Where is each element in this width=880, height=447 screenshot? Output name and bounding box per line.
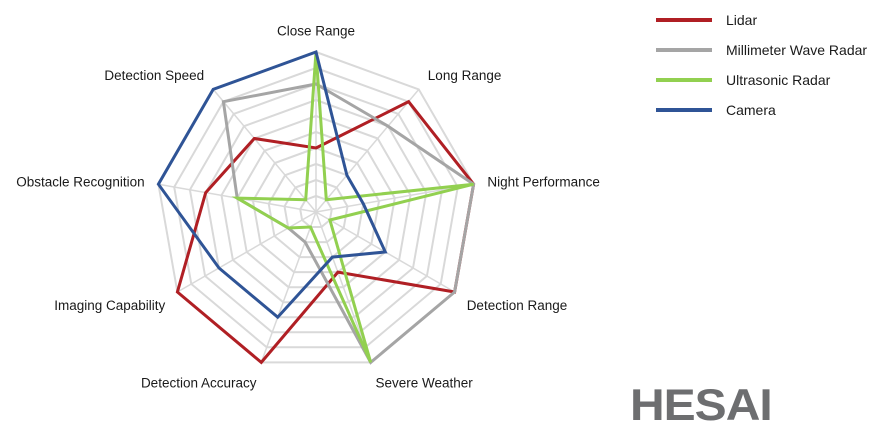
grid-ring-6: [220, 114, 412, 304]
grid-spoke-4: [315, 211, 372, 363]
axis-labels: Close Range Long Range Night Performance De…: [16, 23, 600, 390]
axis-label-detection-range: Detection Range: [467, 298, 568, 313]
grid-ring-1: [299, 194, 333, 228]
grid-spoke-8: [212, 88, 317, 213]
grid-spoke-5: [260, 211, 317, 363]
axis-label-long-range: Long Range: [428, 68, 502, 83]
axis-label-imaging-capability: Imaging Capability: [54, 298, 165, 313]
radar-chart: Close Range Long Range Night Performance De…: [16, 23, 600, 390]
grid-ring-9: [173, 66, 459, 349]
legend-swatch-ultrasonic-radar: [656, 78, 712, 82]
grid-ring-8: [188, 82, 444, 334]
grid-ring-4: [251, 146, 381, 274]
hesai-logo: HESAI: [630, 381, 773, 430]
legend-item-camera: Camera: [620, 95, 880, 125]
series-lidar: [175, 99, 476, 365]
legend-item-ultrasonic-radar: Ultrasonic Radar: [620, 65, 880, 95]
grid-spoke-2: [315, 183, 474, 213]
axis-label-detection-accuracy: Detection Accuracy: [141, 376, 257, 391]
legend-swatch-lidar: [656, 18, 712, 22]
legend-swatch-camera: [656, 108, 712, 112]
axis-label-detection-speed: Detection Speed: [104, 68, 204, 83]
legend-label-lidar: Lidar: [726, 12, 758, 28]
grid-ring-7: [204, 98, 428, 319]
grid-spoke-6: [177, 211, 317, 293]
series-millimeter-wave-radar: [221, 82, 476, 365]
legend-item-lidar: Lidar: [620, 5, 880, 35]
legend-label-millimeter-wave-radar: Millimeter Wave Radar: [726, 42, 868, 58]
legend-swatch-millimeter-wave-radar: [656, 48, 712, 52]
legend-label-camera: Camera: [726, 102, 776, 118]
legend-item-millimeter-wave-radar: Millimeter Wave Radar: [620, 35, 880, 65]
axis-label-night-performance: Night Performance: [487, 175, 600, 190]
legend: Lidar Millimeter Wave Radar Ultrasonic R…: [620, 5, 880, 125]
axis-label-obstacle-recognition: Obstacle Recognition: [16, 175, 144, 190]
radar-series: [156, 50, 476, 365]
legend-label-ultrasonic-radar: Ultrasonic Radar: [726, 72, 831, 88]
grid-spoke-1: [315, 88, 420, 213]
axis-label-severe-weather: Severe Weather: [376, 376, 474, 391]
series-ultrasonic-radar: [231, 51, 474, 364]
axis-label-close-range: Close Range: [277, 23, 355, 38]
series-camera: [156, 50, 388, 320]
grid-ring-5: [236, 130, 396, 289]
